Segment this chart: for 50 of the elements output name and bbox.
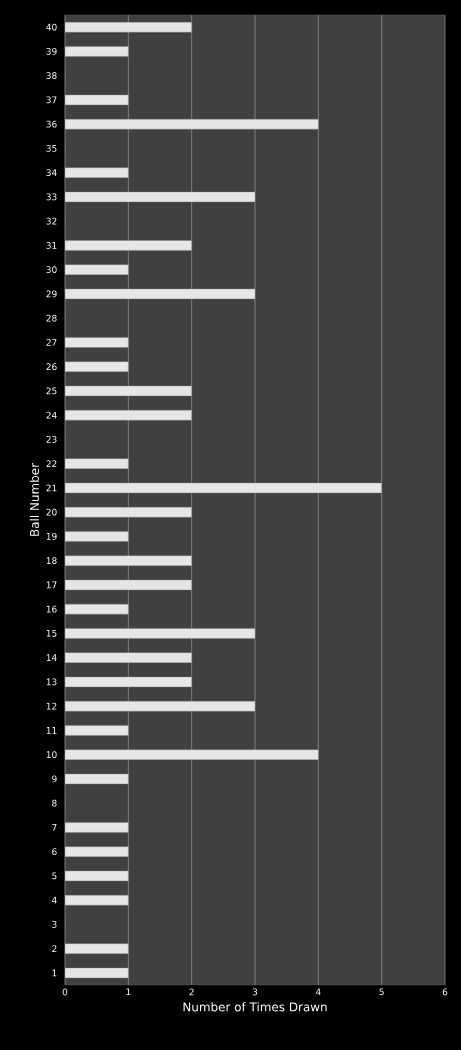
y-tick-label: 34: [46, 169, 57, 177]
y-tick-label: 31: [46, 241, 57, 249]
y-tick-label: 36: [46, 120, 57, 128]
y-tick-label: 35: [46, 144, 57, 152]
x-tick-label: 6: [442, 988, 448, 996]
y-tick-label: 1: [52, 969, 57, 977]
y-tick-label: 4: [51, 896, 57, 904]
y-tick-label: 18: [46, 557, 57, 565]
y-tick-label: 8: [52, 799, 57, 807]
y-tick-label: 9: [52, 775, 57, 783]
y-tick-label: 13: [46, 678, 57, 686]
y-tick-label: 5: [52, 872, 57, 880]
y-tick-label: 12: [46, 702, 57, 710]
y-tick-label: 14: [46, 654, 57, 661]
bar: [65, 749, 319, 760]
y-tick-label: 7: [52, 824, 57, 831]
y-tick-label: 2: [52, 945, 57, 952]
y-tick-label: 25: [46, 387, 57, 395]
y-tick-label: 16: [46, 605, 57, 613]
y-tick-label: 15: [46, 630, 57, 637]
y-tick-label: 19: [46, 532, 57, 540]
y-tick-label: 28: [46, 314, 57, 322]
y-tick-label: 26: [46, 363, 57, 371]
y-tick-label: 11: [46, 727, 57, 734]
y-tick-label: 30: [46, 266, 57, 274]
x-tick-label: 5: [379, 988, 384, 996]
y-tick-label: 37: [46, 96, 57, 104]
y-tick-label: 29: [46, 290, 57, 298]
y-tick-label: 40: [46, 23, 57, 31]
y-tick-label: 22: [46, 460, 57, 467]
y-tick-label: 33: [46, 193, 57, 201]
y-tick-label: 39: [46, 47, 57, 55]
y-tick-label: 6: [52, 848, 57, 856]
y-axis-title: Ball Number: [29, 463, 39, 536]
x-axis-title: Number of Times Drawn: [183, 1002, 327, 1012]
x-tick-label: 3: [252, 988, 258, 996]
y-tick-label: 38: [46, 72, 57, 80]
y-tick-label: 24: [46, 411, 57, 419]
x-tick-label: 2: [189, 988, 194, 996]
y-tick-label: 10: [46, 751, 57, 759]
x-tick-label: 0: [62, 988, 68, 996]
y-tick-label: 20: [46, 508, 57, 516]
y-tick-label: 27: [46, 339, 57, 346]
x-tick-label: 4: [315, 988, 321, 996]
y-tick-label: 17: [46, 581, 57, 589]
y-tick-label: 23: [46, 435, 57, 443]
y-tick-label: 32: [46, 217, 57, 225]
y-tick-label: 3: [52, 920, 57, 928]
y-tick-label: 21: [46, 484, 57, 492]
x-tick-label: 1: [126, 988, 131, 996]
